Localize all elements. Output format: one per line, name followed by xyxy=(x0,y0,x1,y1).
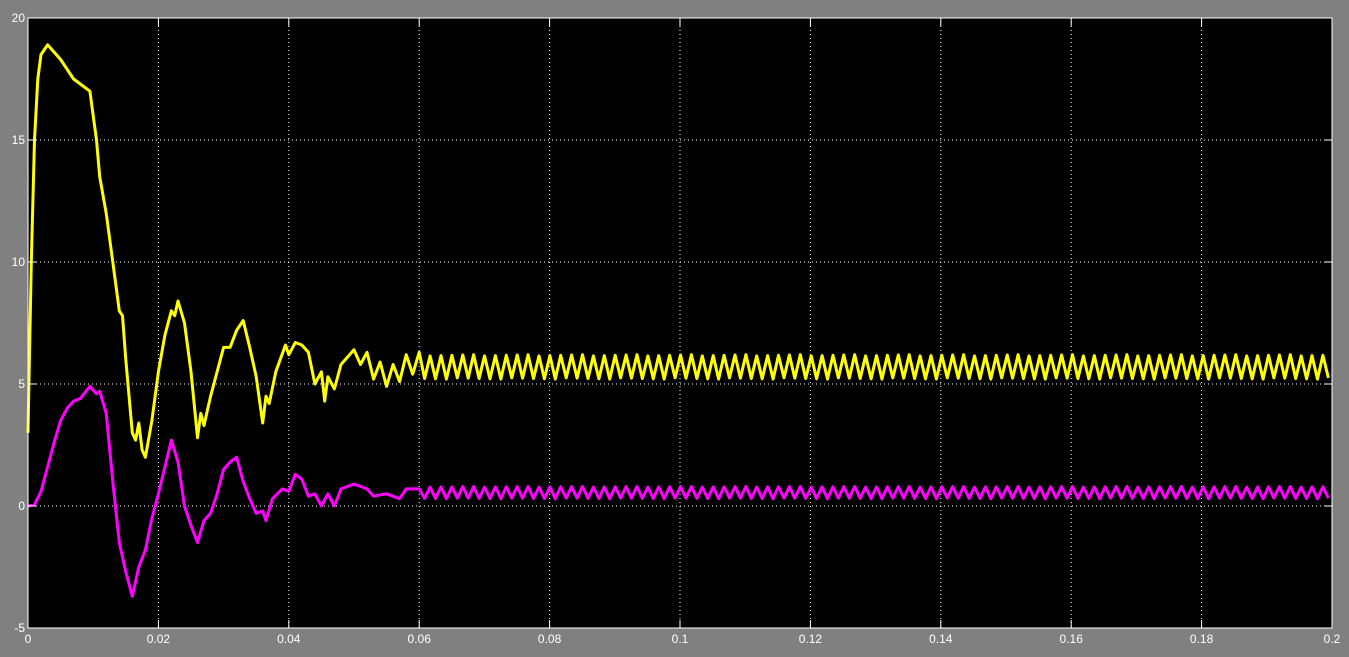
x-tick-label: 0.1 xyxy=(672,632,689,646)
y-tick-label: 20 xyxy=(12,11,26,25)
series-line-1 xyxy=(26,43,1330,459)
y-tick-label: -5 xyxy=(14,621,25,635)
y-tick-label: 0 xyxy=(18,499,25,513)
x-tick-label: 0.16 xyxy=(1060,632,1084,646)
y-tick-label: 10 xyxy=(12,255,26,269)
x-tick-label: 0 xyxy=(25,632,32,646)
y-tick-label: 15 xyxy=(12,133,26,147)
x-tick-label: 0.04 xyxy=(277,632,301,646)
grid xyxy=(28,18,1332,628)
ticks: 0 0.02 0.04 0.06 0.08 0.1 0.12 0.14 0.16 0.18 0.2 -… xyxy=(12,11,1341,646)
y-tick-label: 5 xyxy=(18,377,25,391)
x-tick-label: 0.12 xyxy=(799,632,823,646)
x-tick-label: 0.14 xyxy=(929,632,953,646)
x-tick-label: 0.06 xyxy=(408,632,432,646)
x-tick-label: 0.02 xyxy=(147,632,171,646)
x-tick-label: 0.08 xyxy=(538,632,562,646)
series-group xyxy=(26,43,1330,598)
series-line-2 xyxy=(27,384,1330,598)
x-tick-label: 0.2 xyxy=(1324,632,1341,646)
x-tick-label: 0.18 xyxy=(1190,632,1214,646)
